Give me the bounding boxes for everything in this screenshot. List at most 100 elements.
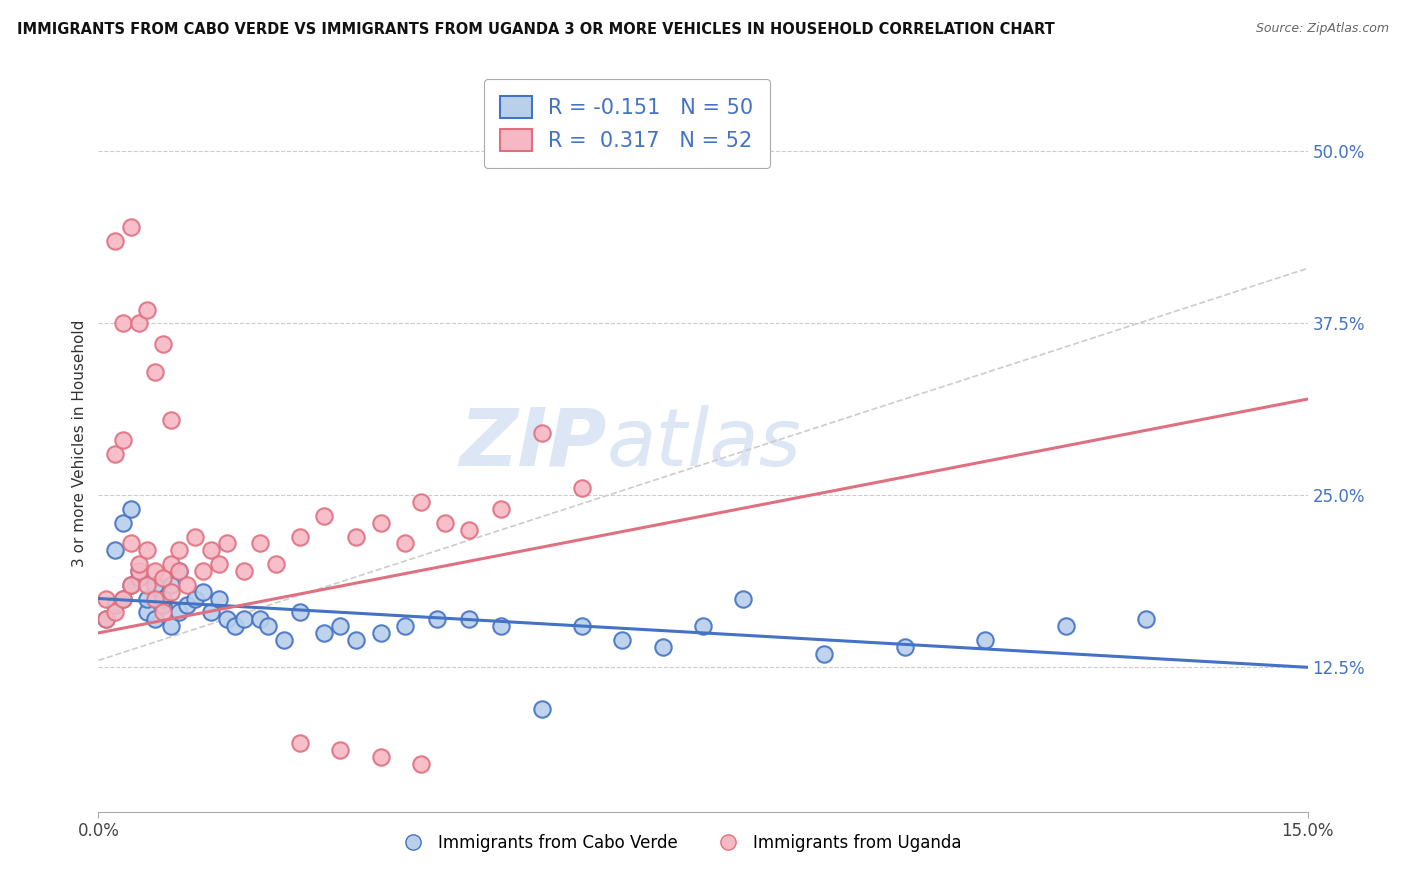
Point xyxy=(120,536,142,550)
Point xyxy=(160,584,183,599)
Point xyxy=(208,591,231,606)
Point xyxy=(120,220,142,235)
Point xyxy=(103,605,125,619)
Point xyxy=(193,564,215,578)
Point xyxy=(232,564,254,578)
Point xyxy=(96,591,118,606)
Point xyxy=(152,591,174,606)
Point xyxy=(571,619,593,633)
Point xyxy=(96,612,118,626)
Point xyxy=(571,482,593,496)
Point xyxy=(152,605,174,619)
Point xyxy=(193,584,215,599)
Point xyxy=(128,557,150,571)
Point xyxy=(111,317,134,331)
Point xyxy=(143,612,166,626)
Point xyxy=(176,599,198,613)
Point xyxy=(370,516,392,530)
Point xyxy=(128,317,150,331)
Point xyxy=(143,564,166,578)
Y-axis label: 3 or more Vehicles in Household: 3 or more Vehicles in Household xyxy=(72,320,87,567)
Point xyxy=(143,591,166,606)
Point xyxy=(167,605,190,619)
Point xyxy=(217,536,239,550)
Point xyxy=(160,413,183,427)
Point xyxy=(120,578,142,592)
Point xyxy=(184,591,207,606)
Point xyxy=(135,605,157,619)
Point xyxy=(651,640,673,654)
Point xyxy=(135,543,157,558)
Point xyxy=(394,619,416,633)
Point xyxy=(152,337,174,351)
Point xyxy=(176,578,198,592)
Point xyxy=(103,599,125,613)
Point xyxy=(111,434,134,448)
Point xyxy=(128,564,150,578)
Point xyxy=(409,756,432,771)
Point xyxy=(232,612,254,626)
Point xyxy=(288,736,311,750)
Point xyxy=(458,612,481,626)
Point xyxy=(1135,612,1157,626)
Point xyxy=(530,426,553,441)
Point xyxy=(314,626,336,640)
Point xyxy=(224,619,246,633)
Point xyxy=(314,508,336,523)
Point xyxy=(733,591,755,606)
Point xyxy=(491,502,513,516)
Text: Source: ZipAtlas.com: Source: ZipAtlas.com xyxy=(1256,22,1389,36)
Point xyxy=(184,530,207,544)
Point xyxy=(128,564,150,578)
Point xyxy=(208,557,231,571)
Point xyxy=(491,619,513,633)
Point xyxy=(111,591,134,606)
Point xyxy=(288,530,311,544)
Point xyxy=(530,701,553,715)
Point xyxy=(249,536,271,550)
Point xyxy=(103,447,125,461)
Point xyxy=(394,536,416,550)
Point xyxy=(692,619,714,633)
Point xyxy=(160,619,183,633)
Point xyxy=(264,557,287,571)
Point xyxy=(111,516,134,530)
Text: ZIP: ZIP xyxy=(458,405,606,483)
Point xyxy=(135,591,157,606)
Text: IMMIGRANTS FROM CABO VERDE VS IMMIGRANTS FROM UGANDA 3 OR MORE VEHICLES IN HOUSE: IMMIGRANTS FROM CABO VERDE VS IMMIGRANTS… xyxy=(17,22,1054,37)
Point xyxy=(135,578,157,592)
Point xyxy=(1054,619,1077,633)
Point xyxy=(167,564,190,578)
Point xyxy=(96,612,118,626)
Point xyxy=(200,543,222,558)
Point xyxy=(426,612,449,626)
Point xyxy=(103,234,125,248)
Point xyxy=(111,591,134,606)
Point xyxy=(344,530,367,544)
Point xyxy=(152,571,174,585)
Legend: Immigrants from Cabo Verde, Immigrants from Uganda: Immigrants from Cabo Verde, Immigrants f… xyxy=(389,827,967,859)
Point xyxy=(217,612,239,626)
Point xyxy=(249,612,271,626)
Point xyxy=(135,302,157,317)
Point xyxy=(143,578,166,592)
Point xyxy=(893,640,915,654)
Point xyxy=(344,632,367,647)
Point xyxy=(200,605,222,619)
Point xyxy=(273,632,295,647)
Point xyxy=(409,495,432,509)
Point xyxy=(370,749,392,764)
Point xyxy=(434,516,457,530)
Point xyxy=(974,632,997,647)
Point xyxy=(329,619,352,633)
Point xyxy=(167,543,190,558)
Point xyxy=(152,599,174,613)
Point xyxy=(256,619,278,633)
Point xyxy=(120,578,142,592)
Point xyxy=(329,743,352,757)
Point xyxy=(370,626,392,640)
Point xyxy=(288,605,311,619)
Point xyxy=(103,543,125,558)
Text: atlas: atlas xyxy=(606,405,801,483)
Point xyxy=(160,557,183,571)
